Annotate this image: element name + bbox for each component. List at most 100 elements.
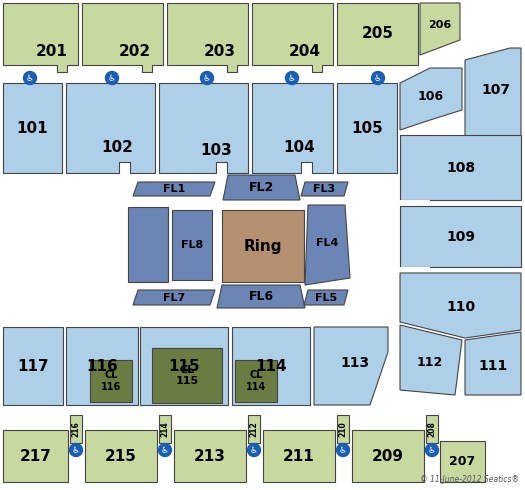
FancyBboxPatch shape xyxy=(90,360,132,402)
Polygon shape xyxy=(440,441,485,482)
FancyBboxPatch shape xyxy=(128,207,168,282)
Text: 107: 107 xyxy=(482,83,511,98)
FancyBboxPatch shape xyxy=(172,210,212,280)
Text: FL4: FL4 xyxy=(316,238,338,248)
Text: 111: 111 xyxy=(478,359,508,372)
Polygon shape xyxy=(400,206,521,267)
FancyBboxPatch shape xyxy=(70,415,82,443)
Text: 203: 203 xyxy=(204,44,236,59)
Text: ♿: ♿ xyxy=(339,446,347,455)
Circle shape xyxy=(159,443,172,457)
Text: 211: 211 xyxy=(283,448,315,464)
Text: FL6: FL6 xyxy=(248,290,274,303)
Polygon shape xyxy=(133,182,215,196)
FancyBboxPatch shape xyxy=(337,415,349,443)
Text: 112: 112 xyxy=(416,356,443,369)
Polygon shape xyxy=(400,68,462,130)
Polygon shape xyxy=(82,3,163,72)
Text: 205: 205 xyxy=(362,26,394,42)
Polygon shape xyxy=(167,3,248,72)
Text: Ring: Ring xyxy=(244,239,282,253)
Circle shape xyxy=(372,72,384,84)
Text: 201: 201 xyxy=(35,44,67,59)
Circle shape xyxy=(69,443,82,457)
Text: 105: 105 xyxy=(351,121,383,136)
Text: 104: 104 xyxy=(284,140,316,155)
Text: FL1: FL1 xyxy=(163,184,185,194)
Polygon shape xyxy=(420,3,460,55)
Text: ♿: ♿ xyxy=(161,446,169,455)
Text: FL2: FL2 xyxy=(249,181,274,194)
Polygon shape xyxy=(133,290,215,305)
Text: 114: 114 xyxy=(255,359,287,373)
Text: 110: 110 xyxy=(447,300,476,314)
Text: ♿: ♿ xyxy=(374,74,382,83)
Text: CL
116: CL 116 xyxy=(101,370,121,392)
Text: 217: 217 xyxy=(19,448,51,464)
Text: 214: 214 xyxy=(161,421,170,437)
Circle shape xyxy=(286,72,299,84)
Polygon shape xyxy=(159,83,248,173)
Polygon shape xyxy=(3,3,78,72)
Polygon shape xyxy=(305,205,350,285)
FancyBboxPatch shape xyxy=(85,430,157,482)
FancyBboxPatch shape xyxy=(174,430,246,482)
Polygon shape xyxy=(301,182,348,196)
Text: 101: 101 xyxy=(17,121,48,136)
Text: 109: 109 xyxy=(446,229,475,244)
FancyBboxPatch shape xyxy=(66,327,138,405)
Circle shape xyxy=(106,72,119,84)
Text: 204: 204 xyxy=(289,44,321,59)
Polygon shape xyxy=(223,175,300,200)
Text: ♿: ♿ xyxy=(108,74,116,83)
Text: FL3: FL3 xyxy=(313,184,335,194)
FancyBboxPatch shape xyxy=(337,83,397,173)
Text: CL
115: CL 115 xyxy=(175,365,198,386)
Circle shape xyxy=(201,72,214,84)
FancyBboxPatch shape xyxy=(426,415,438,443)
Text: 113: 113 xyxy=(340,356,370,370)
FancyBboxPatch shape xyxy=(140,327,228,405)
Polygon shape xyxy=(314,327,388,405)
FancyBboxPatch shape xyxy=(263,430,335,482)
Polygon shape xyxy=(252,83,333,173)
FancyBboxPatch shape xyxy=(232,327,310,405)
Text: ♿: ♿ xyxy=(203,74,211,83)
FancyBboxPatch shape xyxy=(3,83,62,173)
Text: FL5: FL5 xyxy=(315,293,337,302)
Text: 102: 102 xyxy=(101,140,133,155)
Text: 206: 206 xyxy=(428,20,452,30)
Polygon shape xyxy=(304,290,348,305)
Text: FL8: FL8 xyxy=(181,240,203,250)
Text: ♿: ♿ xyxy=(288,74,296,83)
Text: ♿: ♿ xyxy=(428,446,436,455)
FancyBboxPatch shape xyxy=(152,348,222,403)
Circle shape xyxy=(24,72,37,84)
Text: 212: 212 xyxy=(249,421,258,437)
Text: 210: 210 xyxy=(339,421,348,437)
Polygon shape xyxy=(66,83,155,173)
Text: 117: 117 xyxy=(17,359,49,373)
Text: 116: 116 xyxy=(86,359,118,373)
Text: 108: 108 xyxy=(446,161,475,174)
FancyBboxPatch shape xyxy=(159,415,171,443)
Text: CL
114: CL 114 xyxy=(246,370,266,392)
Polygon shape xyxy=(337,3,418,65)
Circle shape xyxy=(337,443,350,457)
FancyBboxPatch shape xyxy=(400,200,430,206)
Text: 215: 215 xyxy=(105,448,137,464)
Polygon shape xyxy=(217,285,305,308)
FancyBboxPatch shape xyxy=(352,430,424,482)
Text: 115: 115 xyxy=(168,359,200,373)
Polygon shape xyxy=(400,325,462,395)
Text: ♿: ♿ xyxy=(250,446,258,455)
Text: 202: 202 xyxy=(119,44,151,59)
FancyBboxPatch shape xyxy=(222,210,304,282)
Polygon shape xyxy=(400,273,521,338)
FancyBboxPatch shape xyxy=(248,415,260,443)
Text: FL7: FL7 xyxy=(163,293,185,302)
Circle shape xyxy=(425,443,438,457)
Text: 209: 209 xyxy=(372,448,404,464)
Text: 106: 106 xyxy=(417,90,444,103)
Text: 207: 207 xyxy=(449,455,476,468)
